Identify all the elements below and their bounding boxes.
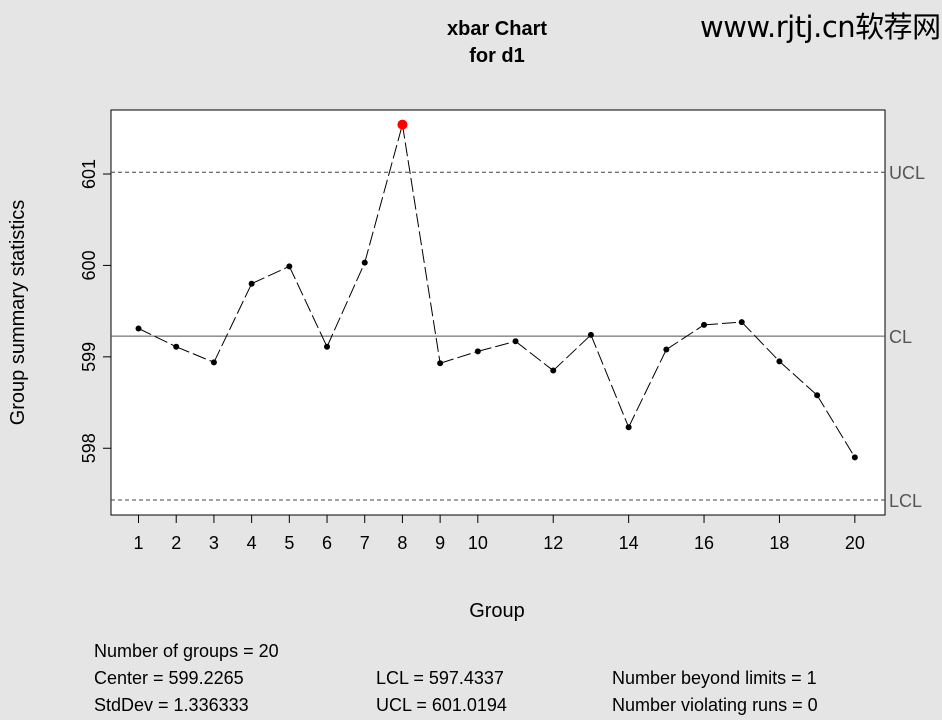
data-point bbox=[550, 367, 557, 374]
series-segment bbox=[288, 266, 328, 347]
series-segment bbox=[251, 265, 290, 285]
series-segment bbox=[666, 324, 705, 350]
data-point bbox=[776, 358, 783, 365]
data-point bbox=[587, 331, 594, 338]
chart-title: xbar Chart bbox=[447, 18, 547, 40]
data-point bbox=[814, 392, 821, 399]
limit-label-cl: CL bbox=[889, 327, 912, 347]
x-tick-label: 16 bbox=[694, 533, 714, 553]
stat-lcl: LCL = 597.4337 bbox=[376, 668, 504, 688]
x-tick-label: 14 bbox=[619, 533, 639, 553]
x-tick-label: 18 bbox=[769, 533, 789, 553]
x-axis-label: Group bbox=[469, 600, 525, 622]
series-segment bbox=[138, 328, 177, 348]
series-segment bbox=[213, 283, 253, 363]
limit-label-lcl: LCL bbox=[889, 491, 922, 511]
x-tick-label: 10 bbox=[468, 533, 488, 553]
stat-beyond-limits: Number beyond limits = 1 bbox=[612, 668, 817, 688]
x-tick-label: 7 bbox=[360, 533, 370, 553]
watermark: www.rjtj.cn软荐网 bbox=[700, 10, 941, 44]
data-point bbox=[437, 360, 444, 367]
limit-label-ucl: UCL bbox=[889, 163, 925, 183]
data-point bbox=[324, 343, 331, 350]
data-point bbox=[474, 348, 481, 355]
series-segment bbox=[703, 321, 742, 326]
stat-ucl: UCL = 601.0194 bbox=[376, 695, 507, 715]
x-tick-label: 8 bbox=[397, 533, 407, 553]
data-point bbox=[248, 280, 255, 287]
data-point bbox=[210, 359, 217, 366]
data-point bbox=[663, 346, 670, 353]
y-tick-label: 600 bbox=[79, 250, 99, 280]
series-segment bbox=[779, 361, 818, 396]
x-tick-label: 2 bbox=[171, 533, 181, 553]
data-point bbox=[738, 319, 745, 326]
chart-subtitle: for d1 bbox=[469, 45, 525, 67]
stat-stddev: StdDev = 1.336333 bbox=[94, 695, 249, 715]
y-axis-label: Group summary statistics bbox=[7, 200, 29, 426]
data-point bbox=[851, 454, 858, 461]
x-tick-label: 1 bbox=[134, 533, 144, 553]
data-point bbox=[286, 263, 293, 270]
series-segment bbox=[741, 321, 780, 362]
y-tick-label: 601 bbox=[79, 159, 99, 189]
series-segment bbox=[176, 346, 215, 363]
series-segment bbox=[326, 262, 366, 347]
x-tick-label: 6 bbox=[322, 533, 332, 553]
x-tick-label: 9 bbox=[435, 533, 445, 553]
data-point bbox=[512, 338, 519, 345]
series-segment bbox=[477, 340, 516, 352]
y-tick-label: 598 bbox=[79, 433, 99, 463]
x-tick-label: 12 bbox=[543, 533, 563, 553]
data-point-violation bbox=[397, 119, 408, 130]
data-point bbox=[173, 343, 180, 350]
y-tick-label: 599 bbox=[79, 342, 99, 372]
series-segment bbox=[816, 394, 856, 458]
stat-violating-runs: Number violating runs = 0 bbox=[612, 695, 818, 715]
stat-center: Center = 599.2265 bbox=[94, 668, 244, 688]
stat-groups: Number of groups = 20 bbox=[94, 641, 279, 661]
data-point bbox=[135, 325, 142, 332]
data-point bbox=[625, 424, 632, 431]
series-segment bbox=[439, 350, 478, 364]
series-segment bbox=[590, 334, 630, 428]
data-point bbox=[701, 321, 708, 328]
data-point bbox=[361, 259, 368, 266]
series-segment bbox=[364, 124, 403, 263]
x-tick-label: 3 bbox=[209, 533, 219, 553]
x-tick-label: 20 bbox=[845, 533, 865, 553]
series-segment bbox=[552, 334, 592, 371]
plot-area bbox=[110, 109, 886, 516]
series-segment bbox=[515, 340, 554, 371]
series-segment bbox=[628, 349, 667, 428]
x-tick-label: 4 bbox=[247, 533, 257, 553]
x-tick-label: 5 bbox=[284, 533, 294, 553]
series-segment bbox=[401, 124, 441, 364]
